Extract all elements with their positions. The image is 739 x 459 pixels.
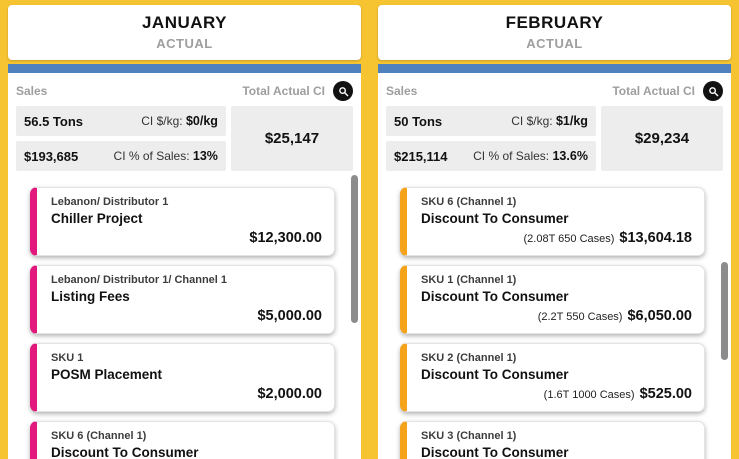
total-actual-ci-label: Total Actual CI: [242, 84, 325, 98]
card-amount: $13,604.18: [619, 230, 692, 246]
sales-row: $193,685 CI % of Sales: 13%: [16, 141, 226, 171]
card-category: SKU 6 (Channel 1): [51, 430, 147, 442]
cost-item-card[interactable]: SKU 1 POSM Placement $2,000.00: [30, 343, 335, 412]
items-list: Lebanon/ Distributor 1 Chiller Project $…: [8, 177, 361, 459]
ci-pct-of-sales: CI % of Sales: 13.6%: [473, 149, 588, 163]
sales-label: Sales: [386, 84, 418, 98]
month-column-february: FEBRUARY ACTUAL Sales Total Actual CI: [378, 5, 731, 459]
card-amount: $525.00: [639, 386, 692, 402]
card-category: Lebanon/ Distributor 1/ Channel 1: [51, 274, 228, 286]
cost-item-card[interactable]: SKU 6 (Channel 1) Discount To Consumer (…: [400, 187, 705, 256]
ci-per-kg: CI $/kg: $0/kg: [141, 114, 218, 128]
cost-item-card[interactable]: SKU 6 (Channel 1) Discount To Consumer: [30, 421, 335, 459]
summary-section: Sales Total Actual CI 56.5 Tons CI $/kg:…: [8, 73, 361, 177]
search-icon: [708, 86, 719, 97]
card-cases: (2.08T 650 Cases): [523, 233, 615, 245]
month-panel: Sales Total Actual CI 50 Tons CI $/kg: $…: [378, 73, 731, 459]
summary-header: Sales Total Actual CI: [386, 81, 723, 101]
month-panel: Sales Total Actual CI 56.5 Tons CI $/kg:…: [8, 73, 361, 459]
card-category: SKU 6 (Channel 1): [421, 196, 517, 208]
search-button[interactable]: [703, 81, 723, 101]
card-title: Discount To Consumer: [421, 211, 569, 226]
card-title: Discount To Consumer: [421, 367, 569, 382]
total-actual-ci-value: $25,147: [230, 106, 353, 171]
cost-item-card[interactable]: Lebanon/ Distributor 1/ Channel 1 Listin…: [30, 265, 335, 334]
card-category: SKU 3 (Channel 1): [421, 430, 517, 442]
card-title: Listing Fees: [51, 289, 130, 304]
cost-item-card[interactable]: SKU 2 (Channel 1) Discount To Consumer (…: [400, 343, 705, 412]
summary-grid: 56.5 Tons CI $/kg: $0/kg $193,685 CI % o…: [16, 106, 353, 171]
scrollbar-thumb[interactable]: [721, 262, 728, 360]
month-subtitle: ACTUAL: [526, 36, 583, 51]
accent-bar: [378, 64, 731, 73]
sales-value: $193,685: [24, 148, 79, 164]
month-column-january: JANUARY ACTUAL Sales Total Actual CI: [8, 5, 361, 459]
month-header: FEBRUARY ACTUAL: [378, 5, 731, 60]
card-amount: $6,050.00: [627, 308, 692, 324]
card-title: Discount To Consumer: [51, 445, 199, 459]
accent-bar: [8, 64, 361, 73]
card-category: SKU 1: [51, 352, 84, 364]
card-amount: $12,300.00: [249, 230, 322, 246]
card-category: Lebanon/ Distributor 1: [51, 196, 169, 208]
card-title: POSM Placement: [51, 367, 163, 382]
tons-value: 50 Tons: [394, 113, 443, 129]
cost-item-card[interactable]: SKU 1 (Channel 1) Discount To Consumer (…: [400, 265, 705, 334]
summary-grid: 50 Tons CI $/kg: $1/kg $215,114 CI % of …: [386, 106, 723, 171]
scrollbar-thumb[interactable]: [351, 175, 358, 323]
card-amount: $5,000.00: [257, 308, 322, 324]
ci-per-kg: CI $/kg: $1/kg: [511, 114, 588, 128]
month-title: FEBRUARY: [505, 13, 604, 32]
summary-section: Sales Total Actual CI 50 Tons CI $/kg: $…: [378, 73, 731, 177]
total-actual-ci-value: $29,234: [600, 106, 723, 171]
month-title: JANUARY: [141, 13, 228, 32]
total-actual-ci-label: Total Actual CI: [612, 84, 695, 98]
sales-label: Sales: [16, 84, 48, 98]
search-icon: [338, 86, 349, 97]
ci-pct-of-sales: CI % of Sales: 13%: [113, 149, 218, 163]
card-amount: $2,000.00: [257, 386, 322, 402]
card-title: Discount To Consumer: [421, 445, 569, 459]
sales-row: $215,114 CI % of Sales: 13.6%: [386, 141, 596, 171]
card-title: Chiller Project: [51, 211, 143, 226]
tons-row: 56.5 Tons CI $/kg: $0/kg: [16, 106, 226, 136]
items-list: SKU 6 (Channel 1) Discount To Consumer (…: [378, 177, 731, 459]
sales-value: $215,114: [394, 148, 448, 164]
tons-row: 50 Tons CI $/kg: $1/kg: [386, 106, 596, 136]
card-cases: (2.2T 550 Cases): [537, 311, 623, 323]
card-cases: (1.6T 1000 Cases): [543, 389, 635, 401]
month-header: JANUARY ACTUAL: [8, 5, 361, 60]
card-category: SKU 1 (Channel 1): [421, 274, 517, 286]
tons-value: 56.5 Tons: [24, 113, 84, 129]
cost-item-card[interactable]: SKU 3 (Channel 1) Discount To Consumer $…: [400, 421, 705, 459]
cost-item-card[interactable]: Lebanon/ Distributor 1 Chiller Project $…: [30, 187, 335, 256]
card-category: SKU 2 (Channel 1): [421, 352, 517, 364]
search-button[interactable]: [333, 81, 353, 101]
card-title: Discount To Consumer: [421, 289, 569, 304]
month-subtitle: ACTUAL: [156, 36, 213, 51]
summary-header: Sales Total Actual CI: [16, 81, 353, 101]
